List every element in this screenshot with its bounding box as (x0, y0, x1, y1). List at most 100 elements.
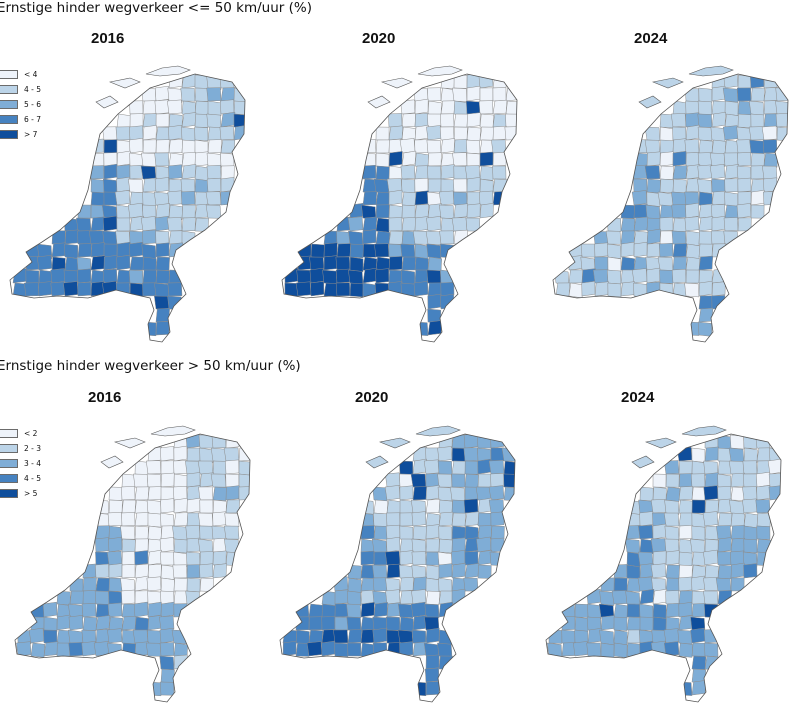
municipality-cell (155, 307, 170, 323)
municipality-cell (678, 512, 694, 527)
municipality-cell (704, 642, 719, 657)
municipality-cell (384, 485, 401, 501)
municipality-cell (375, 126, 390, 141)
municipality-cell (348, 269, 364, 285)
municipality-cell (711, 268, 727, 284)
municipality-cell (749, 139, 765, 155)
municipality-cell (756, 485, 771, 501)
municipality-cell (639, 588, 655, 605)
municipality-cell (398, 603, 414, 618)
municipality-cell (167, 190, 183, 206)
municipality-cell (43, 629, 58, 644)
municipality-cell (626, 603, 641, 618)
municipality-cell (451, 434, 466, 449)
municipality-cell (664, 538, 680, 553)
municipality-cell (478, 74, 494, 89)
municipality-cell (637, 576, 654, 592)
municipality-cell (233, 100, 245, 116)
municipality-cell (488, 499, 505, 514)
municipality-cell (147, 563, 162, 579)
municipality-cell (282, 640, 297, 657)
municipality-cell (463, 447, 479, 462)
municipality-cell (295, 616, 310, 631)
legend-label: 3 - 4 (24, 459, 42, 468)
municipality-cell (730, 550, 745, 566)
municipality-cell (335, 256, 351, 271)
municipality-cell (323, 230, 339, 245)
municipality-cell (160, 472, 175, 488)
municipality-cell (463, 498, 479, 514)
municipality-cell (360, 589, 375, 605)
municipality-cell (586, 642, 602, 657)
municipality-cell (775, 112, 788, 128)
municipality-cell (121, 551, 136, 566)
municipality-cell (168, 164, 183, 180)
municipality-cell (685, 321, 700, 336)
wadden-island (417, 65, 463, 77)
municipality-cell (207, 126, 223, 141)
municipality-cell (639, 603, 654, 620)
municipality-cell (410, 473, 427, 488)
municipality-cell (722, 87, 739, 103)
municipality-cell (426, 269, 442, 284)
municipality-cell (599, 629, 615, 646)
municipality-cell (620, 256, 635, 273)
municipality-cell (464, 563, 480, 579)
municipality-cell (159, 655, 175, 671)
municipality-cell (427, 113, 442, 128)
municipality-cell (730, 562, 745, 579)
municipality-cell (401, 178, 416, 194)
municipality-cell (399, 538, 415, 553)
municipality-cell (755, 499, 771, 514)
municipality-cell (321, 616, 336, 631)
municipality-cell (690, 538, 706, 554)
municipality-cell (128, 178, 144, 193)
municipality-cell (399, 485, 414, 501)
municipality-cell (426, 216, 442, 232)
municipality-cell (147, 512, 162, 528)
municipality-cell (181, 152, 197, 167)
municipality-cell (82, 577, 97, 592)
wadden-island (644, 437, 677, 449)
municipality-cell (133, 473, 149, 488)
municipality-cell (168, 230, 184, 245)
municipality-cell (90, 191, 105, 207)
municipality-cell (95, 615, 111, 631)
municipality-cell (464, 550, 479, 566)
legend-label: 4 - 5 (24, 474, 42, 483)
municipality-cell (186, 551, 201, 567)
municipality-cell (691, 655, 707, 670)
municipality-cell (186, 577, 201, 593)
municipality-cell (672, 165, 688, 180)
municipality-cell (691, 486, 706, 501)
municipality-cell (762, 191, 778, 206)
legend-label: > 5 (24, 489, 38, 498)
municipality-cell (702, 511, 719, 527)
municipality-cell (142, 269, 157, 284)
municipality-cell (425, 590, 441, 605)
municipality-cell (750, 165, 765, 180)
municipality-cell (142, 282, 157, 297)
municipality-cell (639, 640, 654, 657)
municipality-cell (646, 243, 661, 258)
municipality-cell (439, 113, 455, 128)
municipality-cell (425, 627, 440, 644)
municipality-cell (375, 204, 390, 219)
municipality-cell (411, 538, 427, 554)
municipality-cell (400, 99, 416, 115)
municipality-cell (388, 256, 403, 271)
municipality-cell (310, 281, 325, 297)
legend-label: 2 - 3 (24, 444, 42, 453)
municipality-cell (451, 512, 466, 527)
municipality-cell (452, 152, 468, 167)
municipality-cell (293, 603, 310, 618)
municipality-cell (399, 473, 414, 488)
municipality-cell (238, 473, 250, 489)
municipality-cell (736, 126, 752, 142)
municipality-cell (224, 512, 240, 527)
municipality-cell (710, 230, 726, 245)
legend: < 2 2 - 3 3 - 4 4 - 5 > 5 (0, 426, 41, 501)
municipality-cell (678, 499, 693, 515)
map-cells (553, 74, 788, 337)
municipality-cell (711, 111, 727, 128)
